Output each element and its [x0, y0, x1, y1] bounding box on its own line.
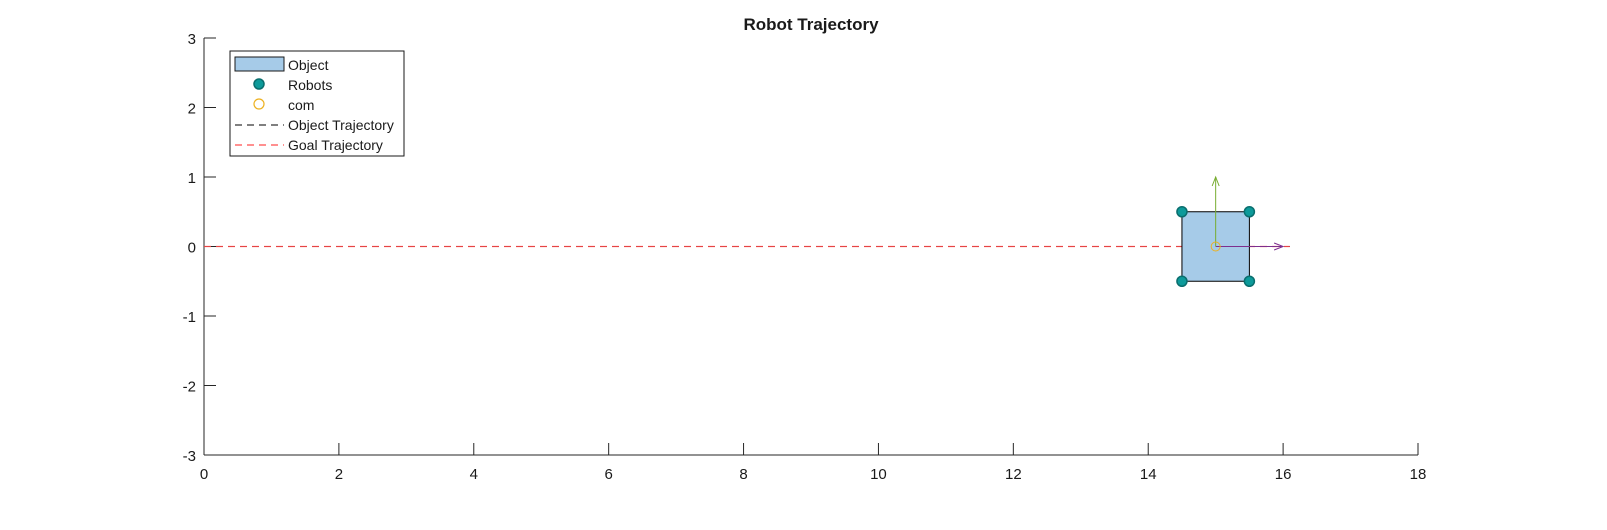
- y-tick-label: 1: [188, 170, 196, 187]
- x-tick-label: 18: [1410, 466, 1427, 483]
- legend-swatch-com: [253, 98, 265, 110]
- legend-label-robots: Robots: [288, 77, 332, 93]
- x-tick-label: 16: [1275, 466, 1292, 483]
- legend: Object Robots com Object Trajectory Goal…: [229, 50, 405, 157]
- legend-label-com: com: [288, 97, 314, 113]
- y-tick-label: 3: [188, 31, 196, 48]
- x-tick-label: 6: [604, 466, 612, 483]
- heading-y-arrow-head: [1211, 175, 1220, 187]
- y-tick-label: -3: [183, 448, 196, 465]
- x-tick-label: 10: [870, 466, 887, 483]
- y-tick-label: -1: [183, 309, 196, 326]
- robot-marker: [1176, 206, 1188, 218]
- x-tick-label: 14: [1140, 466, 1157, 483]
- robot-marker: [1243, 206, 1256, 218]
- legend-swatch-robots: [253, 78, 265, 90]
- y-tick-label: 2: [188, 101, 196, 118]
- heading-x-arrow-head: [1273, 242, 1285, 251]
- legend-swatch-object: [234, 56, 285, 72]
- x-tick-label: 0: [200, 466, 208, 483]
- legend-label-object-trajectory: Object Trajectory: [288, 117, 394, 133]
- robot-marker: [1176, 275, 1188, 287]
- x-tick-label: 4: [470, 466, 478, 483]
- legend-label-goal-trajectory: Goal Trajectory: [288, 137, 383, 153]
- y-tick-label: -2: [183, 379, 196, 396]
- x-tick-label: 12: [1005, 466, 1022, 483]
- com-marker: [1210, 241, 1221, 252]
- y-tick-label: 0: [188, 240, 196, 257]
- legend-label-object: Object: [288, 57, 329, 73]
- robot-marker: [1243, 275, 1256, 287]
- x-tick-label: 8: [739, 466, 747, 483]
- plot-area: [204, 175, 1290, 287]
- x-tick-label: 2: [335, 466, 343, 483]
- chart-title: Robot Trajectory: [743, 15, 879, 34]
